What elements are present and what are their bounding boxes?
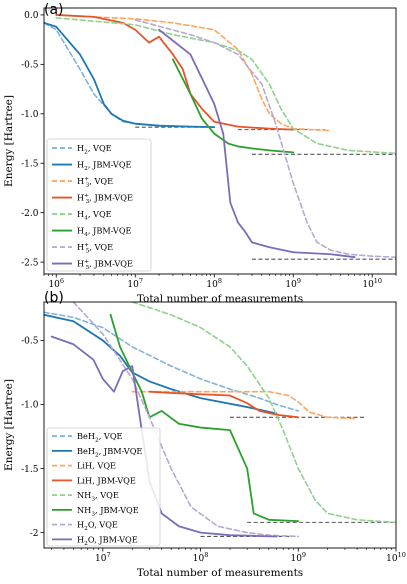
y-tick-label: -1.0 [21, 401, 39, 411]
legend-entry: H4, VQE [77, 209, 112, 222]
x-tick-label: 107 [127, 277, 143, 290]
y-tick-label: -0.5 [21, 337, 39, 347]
legend-entry: H2, JBM-VQE [77, 160, 132, 173]
legend-entry: H+ 3, JBM-VQE [77, 193, 133, 206]
series-line-7 [158, 28, 356, 259]
series-line-6 [134, 19, 396, 258]
y-tick-label: 0.0 [24, 11, 39, 21]
x-tick-label: 108 [193, 551, 209, 564]
legend-entry: H2O, JBM-VQE [77, 534, 138, 547]
series-line-7 [50, 335, 278, 538]
x-tick-label: 108 [206, 277, 222, 290]
series-line-1 [44, 313, 278, 415]
legend-entry: H+ 3, VQE [77, 176, 113, 189]
plot-area [44, 14, 396, 260]
series-line-4 [131, 302, 396, 524]
legend-entry: BeH2, VQE [77, 431, 123, 444]
legend-box [46, 138, 152, 272]
legend-entry: H+ 5, VQE [77, 242, 113, 255]
x-tick-label: 107 [95, 551, 111, 564]
legend-entry: H2O, VQE [77, 520, 118, 533]
series-line-1 [44, 21, 216, 129]
legend-entry: H4, JBM-VQE [77, 226, 132, 239]
y-tick-label: -2.0 [21, 209, 39, 219]
legend-box [46, 427, 161, 547]
series-line-2 [131, 390, 358, 420]
series-line-4 [55, 17, 396, 155]
legend-entry: BeH2, JBM-VQE [77, 446, 142, 459]
y-axis-label: Energy [Hartree] [3, 379, 15, 471]
x-tick-label: 1010 [362, 277, 382, 290]
legend-entry: H+ 5, JBM-VQE [77, 259, 133, 272]
legend-entry: H2, VQE [77, 143, 112, 156]
chart-panel-0: 0.0 -0.5 -1.0 -1.5 -2.0 -2.5 106 107 108 109 1010 T… [3, 2, 397, 305]
series-line-0 [44, 311, 300, 412]
series-line-0 [44, 22, 216, 128]
plot-area [44, 302, 396, 538]
legend-entry: LiH, JBM-VQE [77, 475, 136, 485]
y-tick-label: -0.5 [21, 61, 39, 71]
series-line-5 [109, 313, 300, 522]
x-tick-label: 109 [285, 277, 301, 290]
legend: BeH2, VQE BeH2, JBM-VQE LiH, VQE LiH, JBM-V… [46, 427, 161, 547]
y-tick-label: -2 [30, 529, 39, 539]
y-axis-label: Energy [Hartree] [3, 95, 15, 187]
legend: H2, VQE H2, JBM-VQE H+ 3, VQE H+ 3, JBM-VQE H4… [46, 138, 152, 272]
x-axis-label: Total number of measurements [137, 293, 303, 305]
y-tick-label: -1.5 [21, 465, 39, 475]
series-line-6 [72, 302, 300, 538]
x-tick-label: 1010 [386, 551, 406, 564]
legend-entry: NH3, VQE [77, 490, 119, 503]
series-line-2 [55, 14, 332, 132]
axes-frame [43, 7, 397, 275]
x-tick-label: 109 [290, 551, 306, 564]
chart-panel-1: -0.5 -1.0 -1.5 -2 107 108 109 1010 Total number … [3, 290, 406, 579]
panel-label: (a) [44, 2, 64, 18]
series-line-5 [172, 58, 295, 154]
y-tick-label: -1.5 [21, 159, 39, 169]
series-line-3 [148, 390, 300, 419]
legend-entry: NH3, JBM-VQE [77, 505, 139, 518]
axes-frame [43, 301, 397, 549]
y-tick-label: -2.5 [21, 258, 39, 268]
x-tick-label: 106 [48, 277, 64, 290]
y-tick-label: -1.0 [21, 110, 39, 120]
series-line-3 [55, 14, 295, 131]
legend-entry: LiH, VQE [77, 461, 116, 471]
x-axis-label: Total number of measurements [137, 567, 303, 579]
panel-label: (b) [44, 290, 64, 306]
